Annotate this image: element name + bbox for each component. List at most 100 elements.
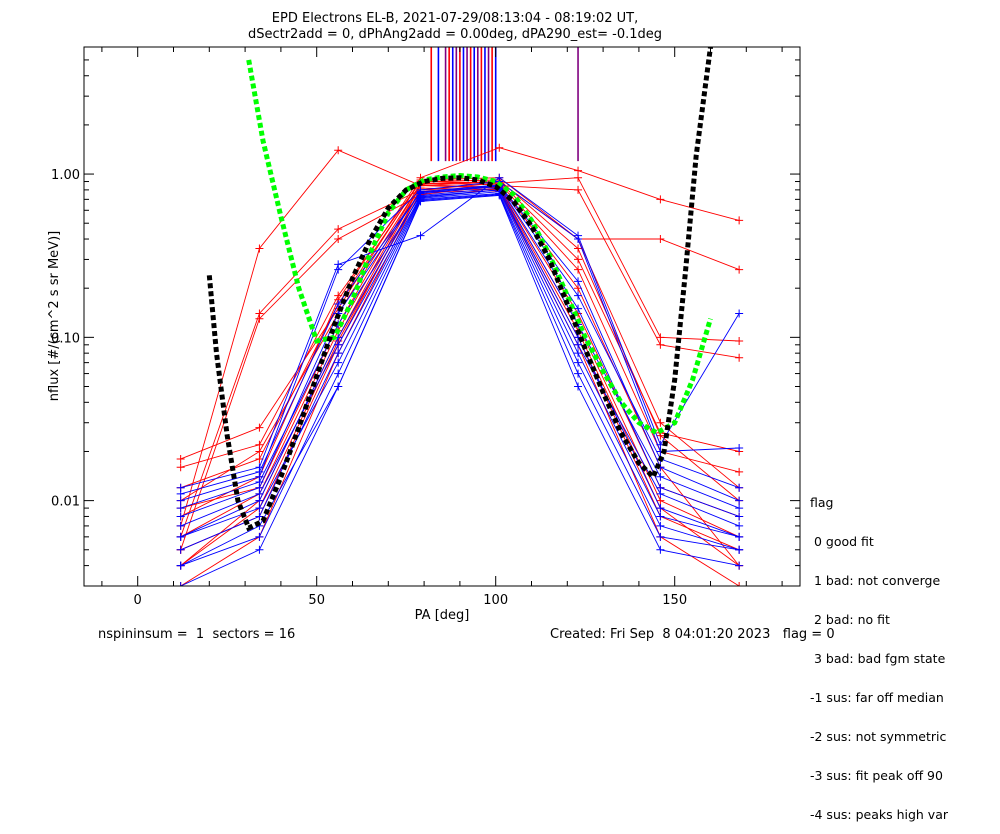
- data-point-marker: [735, 216, 744, 225]
- data-point-marker: [255, 447, 264, 456]
- data-point-marker: [574, 277, 583, 286]
- data-point-marker: [656, 489, 665, 498]
- data-point-marker: [495, 143, 504, 152]
- legend-item: 3 bad: bad fgm state: [810, 651, 946, 666]
- data-point-marker: [574, 255, 583, 264]
- data-point-marker: [334, 369, 343, 378]
- x-tick-label: 50: [308, 593, 325, 608]
- chart-subtitle: dSectr2add = 0, dPhAng2add = 0.00deg, dP…: [248, 27, 662, 42]
- data-point-marker: [656, 195, 665, 204]
- series-line: [180, 177, 740, 489]
- data-point-marker: [334, 382, 343, 391]
- data-point-marker: [735, 483, 744, 492]
- data-point-marker: [255, 532, 264, 541]
- y-tick-label: 0.10: [51, 331, 80, 346]
- data-point-marker: [574, 369, 583, 378]
- fit-curve: [206, 47, 713, 532]
- y-tick-label: 0.01: [51, 495, 80, 510]
- data-point-marker: [176, 532, 185, 541]
- series-line: [180, 181, 740, 502]
- data-point-marker: [574, 166, 583, 175]
- data-point-marker: [176, 489, 185, 498]
- data-point-marker: [255, 512, 264, 521]
- series-line: [180, 185, 740, 538]
- data-point-marker: [255, 244, 264, 253]
- data-point-marker: [334, 146, 343, 155]
- data-point-marker: [255, 314, 264, 323]
- data-point-marker: [574, 304, 583, 313]
- y-tick-label: 1.00: [51, 168, 80, 183]
- series-line: [180, 185, 740, 495]
- y-axis-label: nflux [#/(cm^2 s sr MeV)]: [47, 231, 62, 401]
- series-line: [180, 190, 740, 586]
- plot-frame: [83, 46, 801, 587]
- data-point-marker: [255, 496, 264, 505]
- data-point-marker: [334, 349, 343, 358]
- data-point-marker: [656, 496, 665, 505]
- axes-layer: 0 50 100 150 0.01 0.10 1.00: [51, 46, 801, 608]
- data-point-marker: [255, 478, 264, 487]
- x-axis-label: PA [deg]: [415, 608, 470, 623]
- data-point-marker: [334, 265, 343, 274]
- legend-item: -2 sus: not symmetric: [810, 729, 947, 744]
- data-point-marker: [735, 496, 744, 505]
- footer-left: nspininsum = 1 sectors = 16: [98, 627, 296, 642]
- data-point-marker: [656, 521, 665, 530]
- data-point-marker: [735, 545, 744, 554]
- data-point-marker: [255, 423, 264, 432]
- series-line: [180, 188, 740, 566]
- data-point-marker: [574, 265, 583, 274]
- data-point-marker: [574, 358, 583, 367]
- data-point-marker: [656, 545, 665, 554]
- data-point-marker: [735, 336, 744, 345]
- series-line: [180, 187, 740, 509]
- series-line: [180, 194, 740, 567]
- legend-item: -1 sus: far off median: [810, 690, 944, 705]
- data-point-marker: [735, 467, 744, 476]
- legend-item: -3 sus: fit peak off 90: [810, 768, 943, 783]
- data-point-marker: [735, 353, 744, 362]
- data-point-marker: [334, 340, 343, 349]
- data-point-marker: [735, 532, 744, 541]
- data-point-marker: [416, 196, 425, 205]
- legend-item: -4 sus: peaks high var: [810, 807, 949, 822]
- data-point-marker: [574, 340, 583, 349]
- data-point-marker: [334, 235, 343, 244]
- data-layer: [176, 47, 744, 586]
- data-point-marker: [735, 582, 744, 586]
- footer-right: Created: Fri Sep 8 04:01:20 2023 flag = …: [550, 627, 835, 642]
- data-point-marker: [656, 532, 665, 541]
- chart-canvas: EPD Electrons EL-B, 2021-07-29/08:13:04 …: [47, 11, 801, 623]
- data-point-marker: [735, 512, 744, 521]
- data-point-marker: [176, 504, 185, 513]
- series-line: [180, 193, 740, 567]
- data-point-marker: [334, 358, 343, 367]
- series-line: [180, 184, 740, 517]
- legend-item: 0 good fit: [810, 534, 874, 549]
- data-point-marker: [255, 440, 264, 449]
- data-point-marker: [574, 244, 583, 253]
- data-point-marker: [735, 265, 744, 274]
- data-point-marker: [735, 521, 744, 530]
- series-line: [180, 182, 740, 566]
- data-point-marker: [656, 504, 665, 513]
- data-point-marker: [255, 504, 264, 513]
- data-point-marker: [656, 418, 665, 427]
- x-tick-label: 0: [134, 593, 142, 608]
- data-point-marker: [176, 561, 185, 570]
- data-point-marker: [255, 467, 264, 476]
- data-point-marker: [735, 444, 744, 453]
- data-point-marker: [176, 582, 185, 586]
- chart-title: EPD Electrons EL-B, 2021-07-29/08:13:04 …: [272, 11, 638, 26]
- series-line: [180, 189, 740, 551]
- data-point-marker: [176, 521, 185, 530]
- data-point-marker: [176, 512, 185, 521]
- data-point-marker: [334, 300, 343, 309]
- data-point-marker: [255, 454, 264, 463]
- series-line: [180, 194, 740, 586]
- data-point-marker: [656, 512, 665, 521]
- series-line: [180, 147, 740, 517]
- legend-heading: flag: [810, 495, 834, 510]
- data-point-marker: [656, 472, 665, 481]
- data-point-marker: [176, 463, 185, 472]
